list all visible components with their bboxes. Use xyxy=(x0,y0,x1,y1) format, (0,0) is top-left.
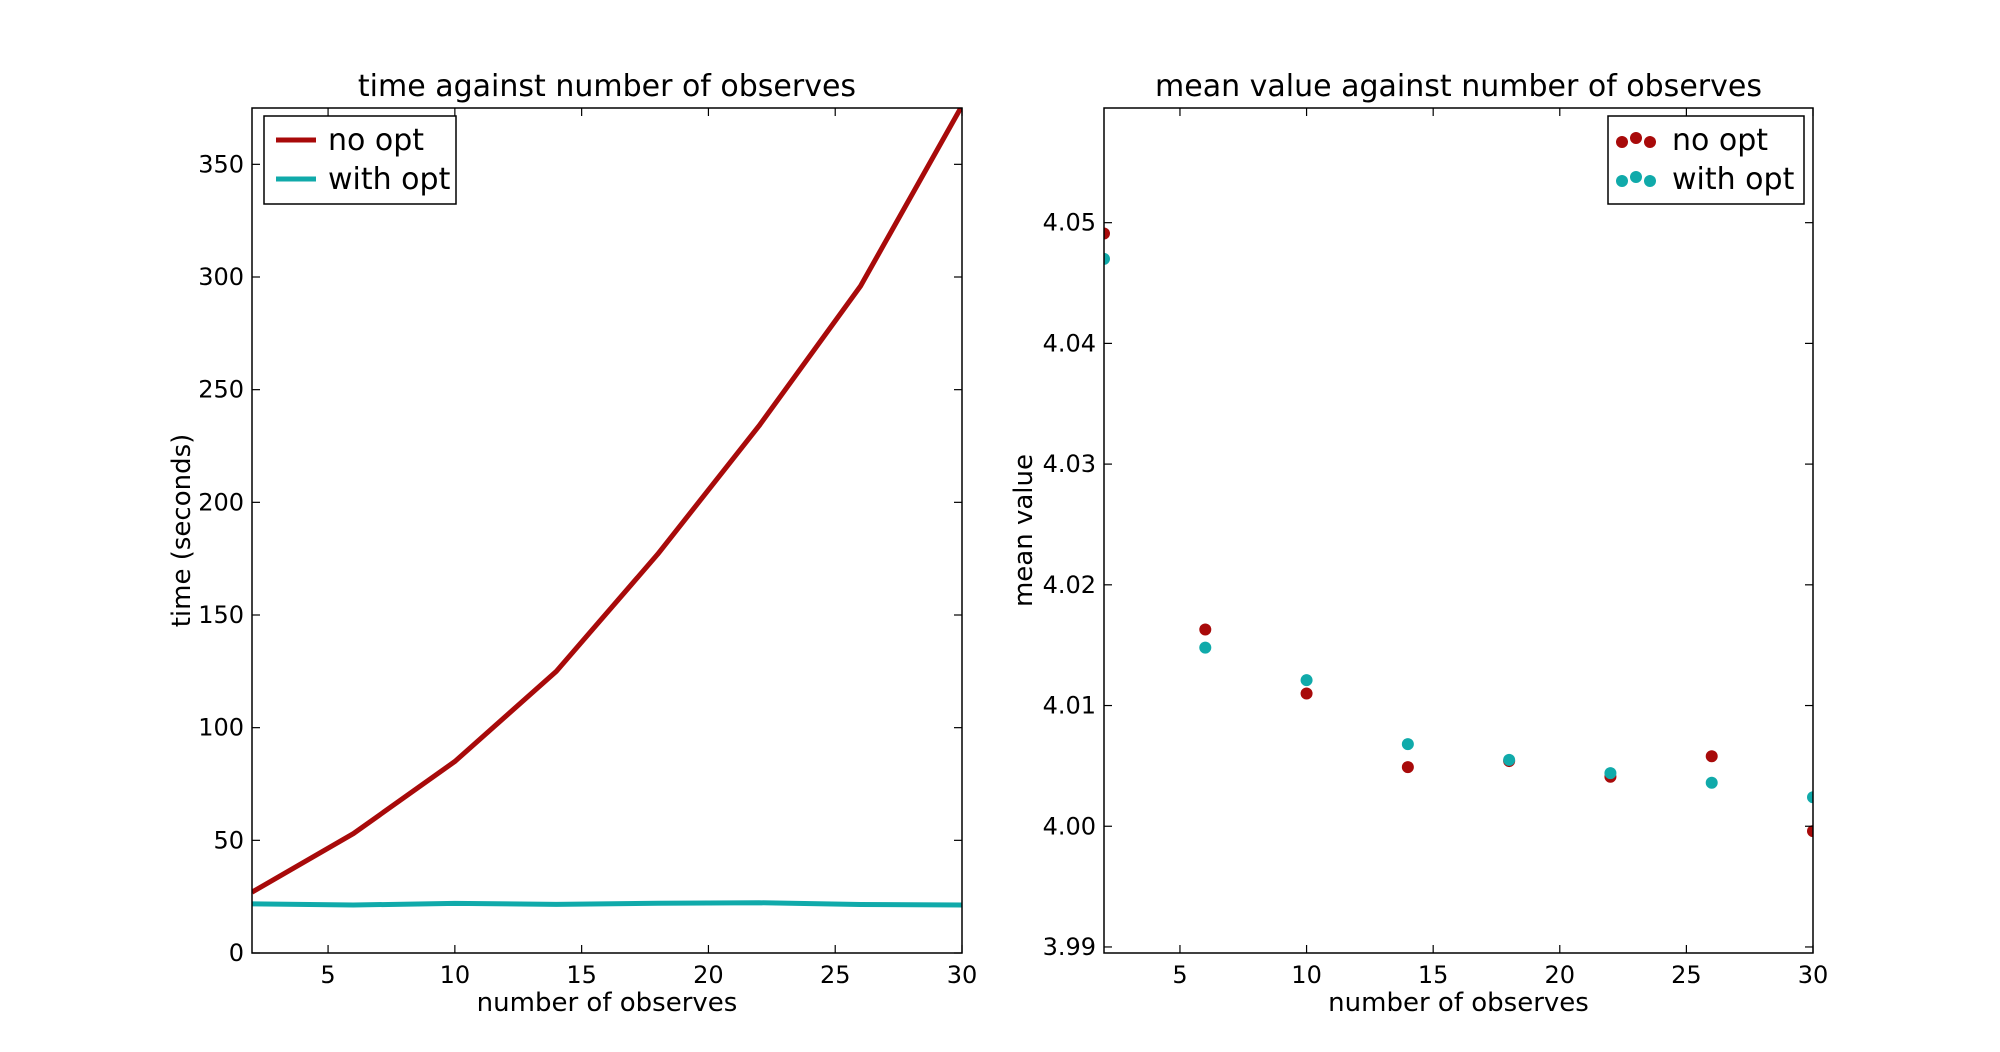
legend-dot-marker xyxy=(1616,136,1628,148)
mean-value-chart: mean value against number of observes nu… xyxy=(1009,69,1828,1018)
plot-marks xyxy=(252,108,962,908)
plot-marks xyxy=(1104,227,1813,838)
y-axis-label: mean value xyxy=(1009,454,1039,607)
x-tick-label: 5 xyxy=(1172,961,1187,989)
legend-label: no opt xyxy=(328,123,424,158)
y-tick-label: 100 xyxy=(198,714,244,742)
axis-ticks: 5 10 15 20 25 30 3.99 4.00 4.01 4.02 4.03 4.04 4.05 xyxy=(1043,108,1829,989)
y-tick-label: 150 xyxy=(198,601,244,629)
legend-dot-marker xyxy=(1630,171,1642,183)
data-point xyxy=(1705,750,1718,763)
legend-box xyxy=(263,115,457,205)
x-tick-label: 20 xyxy=(693,961,724,989)
legend-label: with opt xyxy=(1672,162,1795,197)
y-tick-label: 4.03 xyxy=(1043,450,1096,478)
data-point xyxy=(1807,791,1813,804)
data-point xyxy=(1705,776,1718,789)
legend: no opt with opt xyxy=(1607,115,1805,205)
y-tick-label: 3.99 xyxy=(1043,933,1096,961)
x-tick-label: 30 xyxy=(1798,961,1829,989)
x-tick-label: 20 xyxy=(1545,961,1576,989)
data-point xyxy=(1104,252,1110,265)
y-tick-label: 0 xyxy=(229,939,244,967)
legend-dot-marker xyxy=(1644,136,1656,148)
y-tick-label: 250 xyxy=(198,376,244,404)
x-tick-label: 15 xyxy=(1418,961,1449,989)
legend-label: with opt xyxy=(328,162,451,197)
legend: no opt with opt xyxy=(263,115,457,205)
x-tick-label: 10 xyxy=(440,961,471,989)
legend-box xyxy=(1607,115,1805,205)
data-point xyxy=(1199,623,1212,636)
x-tick-label: 25 xyxy=(1671,961,1702,989)
axes-frame xyxy=(251,107,963,954)
data-point xyxy=(1401,738,1414,751)
data-point xyxy=(1401,761,1414,774)
series-line-1 xyxy=(252,900,962,908)
y-tick-label: 50 xyxy=(213,826,244,854)
x-tick-label: 15 xyxy=(566,961,597,989)
x-axis-label: number of observes xyxy=(1328,988,1589,1018)
data-point xyxy=(1300,687,1313,700)
x-tick-label: 30 xyxy=(947,961,978,989)
data-point xyxy=(1104,227,1110,240)
data-point xyxy=(1604,767,1617,780)
chart-title: mean value against number of observes xyxy=(1155,69,1762,104)
y-tick-label: 300 xyxy=(198,263,244,291)
data-point xyxy=(1503,753,1516,766)
legend-dot-marker xyxy=(1616,175,1628,187)
y-tick-label: 350 xyxy=(198,150,244,178)
axes-frame xyxy=(1103,107,1814,954)
x-tick-label: 25 xyxy=(820,961,851,989)
y-tick-label: 200 xyxy=(198,488,244,516)
y-axis-label: time (seconds) xyxy=(167,434,197,628)
x-axis-label: number of observes xyxy=(477,988,738,1018)
legend-label: no opt xyxy=(1672,123,1768,158)
y-tick-label: 4.05 xyxy=(1043,209,1096,237)
data-point xyxy=(1300,674,1313,687)
y-tick-label: 4.00 xyxy=(1043,812,1096,840)
y-tick-label: 4.01 xyxy=(1043,692,1096,720)
legend-dot-marker xyxy=(1644,175,1656,187)
y-tick-label: 4.04 xyxy=(1043,329,1096,357)
x-tick-label: 10 xyxy=(1291,961,1322,989)
y-tick-label: 4.02 xyxy=(1043,571,1096,599)
data-point xyxy=(1199,641,1212,654)
legend-dot-marker xyxy=(1630,132,1642,144)
series-line-0 xyxy=(252,108,962,895)
data-point xyxy=(1807,825,1813,838)
x-tick-label: 5 xyxy=(320,961,335,989)
chart-title: time against number of observes xyxy=(358,69,856,104)
time-chart: time against number of observes number o… xyxy=(167,69,977,1018)
